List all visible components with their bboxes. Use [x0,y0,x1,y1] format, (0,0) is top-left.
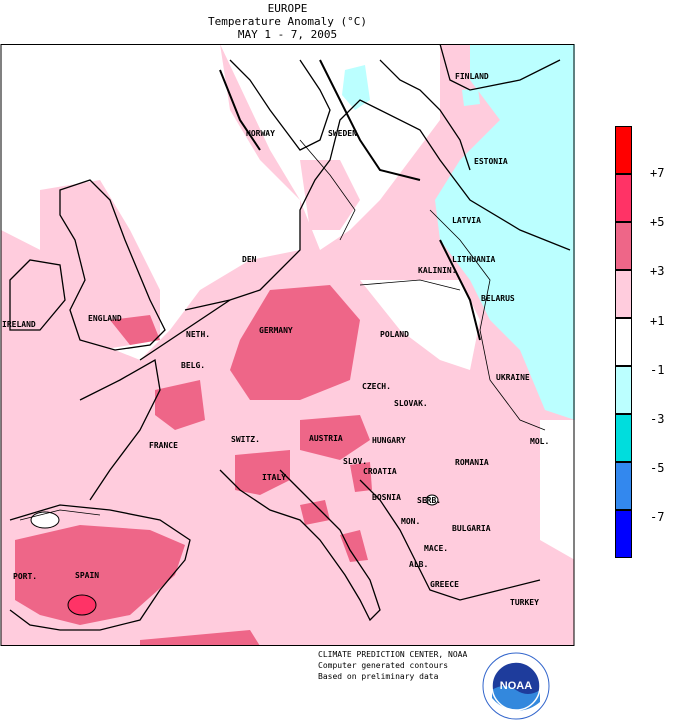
map-date-range: MAY 1 - 7, 2005 [237,28,338,41]
credit-method: Computer generated contours [318,661,449,670]
label-macedonia: MACE. [424,544,448,553]
legend-label: -1 [650,363,665,377]
coastlines [9,44,571,631]
warm-region-france-east [155,380,205,430]
color-legend: +7 +5 +3 +1 -1 -3 -5 -7 [612,126,672,566]
warm-region-uk [40,180,160,350]
label-ukraine: UKRAINE [496,373,530,382]
cool-region-baltic [435,44,575,420]
map-title: EUROPE [267,2,308,15]
legend-label: +5 [650,215,665,229]
noaa-logo: NOAA [482,652,550,720]
label-finland: FINLAND [455,72,489,81]
legend-swatch-neutral [615,318,632,366]
label-austria: AUSTRIA [309,434,343,443]
label-netherlands: NETH. [186,330,210,339]
anomaly-map: FINLAND NORWAY SWEDEN ESTONIA LATVIA DEN… [0,44,575,646]
label-latvia: LATVIA [452,216,481,225]
warm-region-germany [230,285,360,400]
legend-label: +1 [650,314,665,328]
warm-region-italy-south [340,530,368,562]
warm-region-sweden [300,160,360,230]
label-norway: NORWAY [246,129,275,138]
cool-region-finland-south [462,88,480,106]
label-moldova: MOL. [530,437,549,446]
warm-region-italy-north [235,450,290,495]
noaa-logo-text: NOAA [500,680,532,692]
legend-label: +7 [650,166,665,180]
warm-region-italy-center [300,500,330,525]
label-romania: ROMANIA [455,458,489,467]
warm-region-croatia [350,462,372,492]
label-kaliningrad: KALININ. [418,266,457,275]
warm-region-iberia [15,525,185,625]
warm-region-north-africa [140,630,260,646]
legend-swatch-1-3 [615,270,632,318]
legend-swatch-3-5 [615,222,632,270]
label-hungary: HUNGARY [372,436,406,445]
label-portugal: PORT. [13,572,37,581]
label-serbia: SERB. [417,496,441,505]
legend-label: -5 [650,461,665,475]
label-poland: POLAND [380,330,409,339]
label-belarus: BELARUS [481,294,515,303]
label-switzerland: SWITZ. [231,435,260,444]
label-sweden: SWEDEN [328,129,357,138]
legend-swatch-below-neg-7 [615,510,632,558]
neutral-region-scandinavia [220,44,440,250]
neutral-region-poland-east [360,280,480,370]
label-slovakia: SLOVAK. [394,399,428,408]
label-bulgaria: BULGARIA [452,524,491,533]
neutral-spot-serbia [425,494,439,506]
legend-swatch-5-7 [615,174,632,222]
label-croatia: CROATIA [363,467,397,476]
hot-spot-spain [67,594,97,616]
credit-data-note: Based on preliminary data [318,672,439,681]
label-greece: GREECE [430,580,459,589]
contour-lines [19,139,546,521]
label-ireland: IRELAND [2,320,36,329]
neutral-region-southeast [540,420,575,560]
map-subtitle: Temperature Anomaly (°C) [208,15,367,28]
cool-region-norway [342,65,370,110]
legend-label: +3 [650,264,665,278]
label-italy: ITALY [262,473,286,482]
label-slovenia: SLOV. [343,457,367,466]
legend-swatch-above-7 [615,126,632,174]
label-denmark: DEN [242,255,257,264]
label-england: ENGLAND [88,314,122,323]
map-frame [0,44,575,646]
neutral-spot-spain-north [30,511,60,529]
label-bosnia: BOSNIA [372,493,401,502]
legend-swatch-neg-1-3 [615,366,632,414]
label-germany: GERMANY [259,326,293,335]
zero-contours [219,59,481,341]
warm-region-austria [300,415,370,460]
label-lithuania: LITHUANIA [452,255,496,264]
credit-source: CLIMATE PREDICTION CENTER, NOAA [318,650,468,659]
legend-label: -7 [650,510,665,524]
label-estonia: ESTONIA [474,157,508,166]
label-montenegro: MON. [401,517,420,526]
label-czech: CZECH. [362,382,391,391]
warm-region-england-south [110,315,160,345]
label-spain: SPAIN [75,571,99,580]
label-albania: ALB. [409,560,428,569]
label-belgium: BELG. [181,361,205,370]
label-turkey: TURKEY [510,598,539,607]
label-france: FRANCE [149,441,178,450]
legend-swatch-neg-5-7 [615,462,632,510]
legend-label: -3 [650,412,665,426]
legend-swatch-neg-3-5 [615,414,632,462]
